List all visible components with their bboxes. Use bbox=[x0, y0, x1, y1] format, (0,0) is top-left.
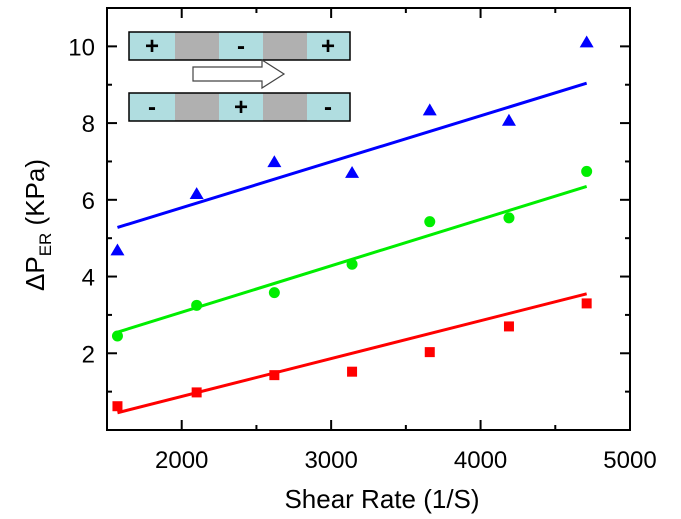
bottom-electrode-strip-segment bbox=[129, 93, 175, 121]
axis-ticks bbox=[107, 8, 631, 430]
fit-line-series-1 bbox=[117, 81, 588, 229]
data-point-series-1 bbox=[422, 103, 437, 116]
y-tick-label: 2 bbox=[82, 341, 95, 368]
data-point-series-2 bbox=[581, 165, 593, 177]
x-tick-label: 3000 bbox=[304, 447, 357, 474]
data-point-series-3 bbox=[347, 366, 358, 377]
bottom-electrode-strip-segment bbox=[307, 93, 350, 121]
top-electrode-strip-segment bbox=[219, 32, 263, 60]
data-point-series-3 bbox=[269, 370, 280, 381]
x-axis-label: Shear Rate (1/S) bbox=[284, 484, 479, 514]
top-electrode-strip-segment bbox=[263, 32, 307, 60]
bottom-electrode-strip-segment bbox=[219, 93, 263, 121]
fit-lines bbox=[117, 81, 588, 415]
top-electrode-strip-sign: + bbox=[321, 33, 335, 60]
top-electrode-strip-border bbox=[128, 31, 351, 61]
top-electrode-strip-segment bbox=[175, 32, 219, 60]
data-point-series-1 bbox=[267, 155, 282, 168]
top-electrode-strip-sign: + bbox=[145, 33, 159, 60]
data-point-series-2 bbox=[424, 216, 436, 228]
tick-labels: 2000 3000 4000 5000 2 4 6 8 10 bbox=[68, 34, 656, 474]
data-point-series-1 bbox=[189, 187, 204, 199]
data-point-series-2 bbox=[346, 258, 358, 270]
top-electrode-strip-sign: - bbox=[237, 33, 245, 60]
y-axis-label-suffix: (KPa) bbox=[20, 159, 50, 233]
y-tick-label: 8 bbox=[82, 111, 95, 138]
data-point-series-2 bbox=[111, 330, 123, 342]
bottom-electrode-strip-border bbox=[128, 92, 351, 122]
bottom-electrode-strip-sign: - bbox=[324, 94, 332, 121]
data-point-series-1 bbox=[501, 113, 516, 126]
bottom-electrode-strip-sign: - bbox=[148, 94, 156, 121]
top-electrode-strip-segment bbox=[129, 32, 175, 60]
bottom-electrode-strip-sign: + bbox=[234, 94, 248, 121]
data-point-series-1 bbox=[579, 35, 594, 48]
bottom-electrode-strip-segment bbox=[175, 93, 219, 121]
data-point-series-1 bbox=[110, 243, 125, 256]
y-axis-label-prefix: ΔP bbox=[20, 256, 50, 291]
data-point-series-3 bbox=[503, 321, 514, 332]
y-axis-label-subscript: ER bbox=[36, 233, 55, 257]
data-point-series-2 bbox=[503, 212, 515, 224]
data-markers bbox=[110, 35, 594, 412]
x-tick-label: 2000 bbox=[155, 447, 208, 474]
x-tick-label: 5000 bbox=[603, 447, 656, 474]
plot-area-border bbox=[106, 7, 631, 431]
data-point-series-2 bbox=[191, 299, 203, 311]
data-point-series-3 bbox=[424, 347, 435, 358]
x-tick-label: 4000 bbox=[454, 447, 507, 474]
y-tick-label: 6 bbox=[82, 188, 95, 215]
y-axis-label: ΔPER (KPa) bbox=[20, 159, 55, 291]
motion-arrow-icon bbox=[192, 58, 286, 90]
data-point-series-2 bbox=[268, 287, 280, 299]
data-point-series-3 bbox=[191, 387, 202, 398]
top-electrode-strip-segment bbox=[307, 32, 350, 60]
bottom-electrode-strip-segment bbox=[263, 93, 307, 121]
data-point-series-3 bbox=[581, 298, 592, 309]
y-tick-label: 10 bbox=[68, 34, 95, 61]
data-point-series-1 bbox=[345, 165, 360, 178]
electrode-inset-diagram: + - + - + - bbox=[128, 31, 351, 122]
data-point-series-3 bbox=[112, 401, 123, 412]
y-tick-label: 4 bbox=[82, 265, 95, 292]
plot-frame bbox=[106, 7, 631, 431]
